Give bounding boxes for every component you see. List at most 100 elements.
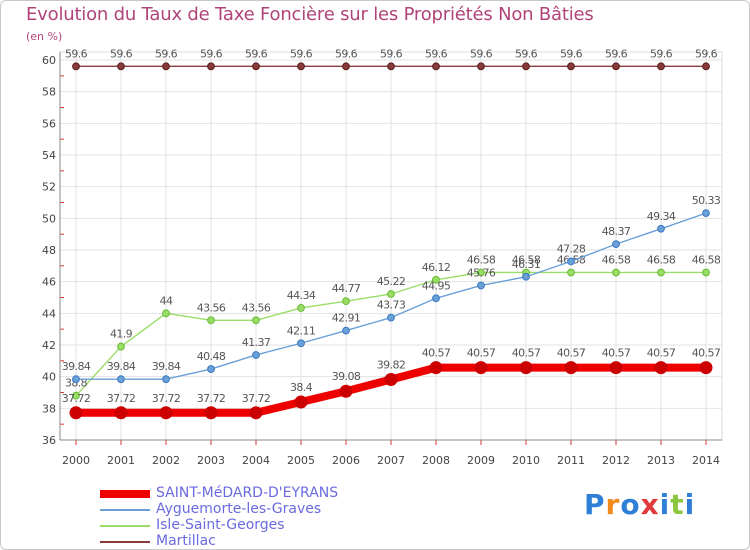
x-tick-label-2010: 2010 xyxy=(512,454,540,467)
series-1-label-2001: 39.84 xyxy=(107,360,136,373)
series-3-point-2008 xyxy=(432,62,440,71)
series-1-label-2009: 45.76 xyxy=(467,266,496,279)
y-tick-label-46: 46 xyxy=(42,276,56,289)
series-3-label-2010: 59.6 xyxy=(515,47,538,60)
series-1-point-2012 xyxy=(612,240,620,249)
series-2-label-2012: 46.58 xyxy=(602,253,631,266)
series-0-label-2001: 37.72 xyxy=(107,392,136,405)
x-tick-label-2001: 2001 xyxy=(107,454,135,467)
series-2-point-2012 xyxy=(612,268,620,277)
series-0-point-2000 xyxy=(69,406,83,420)
x-tick-label-2011: 2011 xyxy=(557,454,585,467)
series-3-label-2007: 59.6 xyxy=(380,47,403,60)
x-tick-label-2013: 2013 xyxy=(647,454,675,467)
series-1-point-2013 xyxy=(657,224,665,233)
series-1-label-2002: 39.84 xyxy=(152,360,181,373)
chart-title: Evolution du Taux de Taxe Foncière sur l… xyxy=(26,4,594,25)
series-3-point-2003 xyxy=(207,62,215,71)
y-tick-label-44: 44 xyxy=(42,307,56,320)
series-3-point-2001 xyxy=(117,62,125,71)
series-2-point-2008 xyxy=(432,275,440,284)
series-1-label-2004: 41.37 xyxy=(242,336,271,349)
x-tick-label-2014: 2014 xyxy=(692,454,720,467)
logo-letter: r xyxy=(605,488,621,521)
series-0-label-2008: 40.57 xyxy=(422,347,451,360)
series-1-label-2011: 47.28 xyxy=(557,242,586,255)
series-2-point-2004 xyxy=(252,316,260,325)
series-2-label-2003: 43.56 xyxy=(197,301,226,314)
legend-swatch-2 xyxy=(100,525,150,527)
series-0-label-2004: 37.72 xyxy=(242,392,271,405)
series-0-point-2012 xyxy=(609,361,623,375)
series-0-label-2011: 40.57 xyxy=(557,347,586,360)
series-3-label-2004: 59.6 xyxy=(245,47,268,60)
series-1-point-2010 xyxy=(522,272,530,281)
series-0-point-2010 xyxy=(519,361,533,375)
logo-letter: t xyxy=(670,488,685,521)
series-3-label-2012: 59.6 xyxy=(605,47,628,60)
y-tick-label-58: 58 xyxy=(42,86,56,99)
series-1-label-2014: 50.33 xyxy=(692,194,721,207)
series-1-point-2007 xyxy=(387,313,395,322)
x-tick-label-2009: 2009 xyxy=(467,454,495,467)
logo-letter: P xyxy=(584,488,606,521)
series-0-point-2004 xyxy=(249,406,263,420)
series-1-label-2000: 39.84 xyxy=(62,360,91,373)
series-2-label-2014: 46.58 xyxy=(692,253,721,266)
y-tick-label-48: 48 xyxy=(42,244,56,257)
series-1-label-2007: 43.73 xyxy=(377,299,406,312)
x-tick-label-2004: 2004 xyxy=(242,454,270,467)
series-1-label-2006: 42.91 xyxy=(332,312,361,325)
y-tick-label-50: 50 xyxy=(42,212,56,225)
x-tick-label-2000: 2000 xyxy=(62,454,90,467)
series-2-label-2007: 45.22 xyxy=(377,275,406,288)
series-3-point-2012 xyxy=(612,62,620,71)
series-2-point-2003 xyxy=(207,316,215,325)
series-0-label-2007: 39.82 xyxy=(377,359,406,372)
series-0-point-2011 xyxy=(564,361,578,375)
series-0-point-2007 xyxy=(384,373,398,387)
series-2-label-2010: 46.58 xyxy=(512,253,541,266)
series-3-label-2009: 59.6 xyxy=(470,47,493,60)
series-3-label-2005: 59.6 xyxy=(290,47,313,60)
series-3-point-2002 xyxy=(162,62,170,71)
legend-swatch-0 xyxy=(100,490,150,498)
y-tick-label-52: 52 xyxy=(42,181,56,194)
series-0-point-2005 xyxy=(294,395,308,409)
series-2-point-2005 xyxy=(297,304,305,312)
series-2-label-2006: 44.77 xyxy=(332,282,361,295)
legend-label-2: Isle-Saint-Georges xyxy=(156,517,285,533)
series-2-point-2002 xyxy=(162,309,170,318)
series-2-label-2013: 46.58 xyxy=(647,253,676,266)
y-tick-label-36: 36 xyxy=(42,434,56,447)
legend-label-1: Ayguemorte-les-Graves xyxy=(156,501,322,517)
series-3-label-2000: 59.6 xyxy=(65,47,88,60)
series-1-point-2002 xyxy=(162,375,170,384)
series-2-point-2000 xyxy=(72,391,80,400)
series-0-point-2009 xyxy=(474,361,488,375)
y-tick-label-40: 40 xyxy=(42,371,56,384)
series-0-label-2000: 37.72 xyxy=(62,392,91,405)
y-axis-unit: (en %) xyxy=(26,30,63,43)
series-1-point-2009 xyxy=(477,281,485,290)
series-1-point-2005 xyxy=(297,339,305,348)
series-2-label-2005: 44.34 xyxy=(287,289,316,302)
y-tick-label-38: 38 xyxy=(42,402,56,415)
series-2-point-2013 xyxy=(657,268,665,277)
series-2-point-2011 xyxy=(567,268,575,277)
series-0-label-2005: 38.4 xyxy=(290,381,313,394)
series-2-label-2008: 46.12 xyxy=(422,261,451,274)
series-3-label-2013: 59.6 xyxy=(650,47,673,60)
series-3-point-2010 xyxy=(522,62,530,71)
series-0-label-2014: 40.57 xyxy=(692,347,721,360)
legend-label-0: SAINT-MéDARD-D'EYRANS xyxy=(156,485,339,501)
series-0-label-2010: 40.57 xyxy=(512,347,541,360)
series-3-point-2005 xyxy=(297,62,305,71)
series-2-point-2014 xyxy=(702,268,710,277)
series-1-label-2005: 42.11 xyxy=(287,324,316,337)
series-2-label-2009: 46.58 xyxy=(467,253,496,266)
series-3-label-2002: 59.6 xyxy=(155,47,178,60)
legend-swatch-3 xyxy=(100,541,150,543)
series-0-label-2006: 39.08 xyxy=(332,370,361,383)
